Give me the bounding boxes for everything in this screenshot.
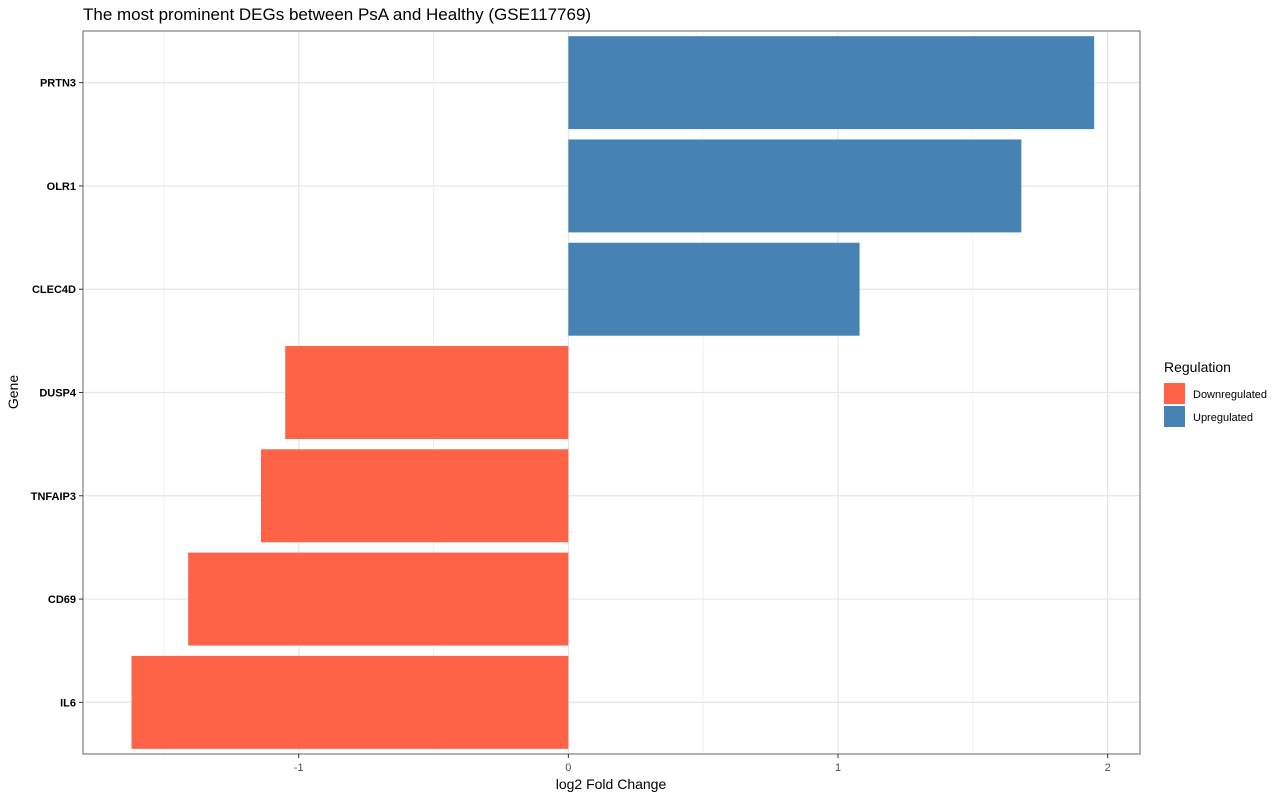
legend-title: Regulation bbox=[1164, 359, 1231, 375]
legend-swatch-downregulated bbox=[1164, 383, 1185, 404]
legend: Regulation Downregulated Upregulated bbox=[1164, 359, 1267, 427]
x-axis-label: log2 Fold Change bbox=[556, 776, 667, 792]
y-tick-label: OLR1 bbox=[47, 181, 76, 193]
y-tick-label: PRTN3 bbox=[40, 78, 76, 90]
y-axis-label: Gene bbox=[5, 375, 21, 409]
bar-il6 bbox=[131, 655, 569, 749]
chart-title: The most prominent DEGs between PsA and … bbox=[83, 5, 591, 24]
bar-prtn3 bbox=[568, 36, 1095, 130]
y-tick-label: DUSP4 bbox=[39, 388, 77, 400]
y-tick-label: CD69 bbox=[48, 594, 76, 606]
bar-dusp4 bbox=[285, 346, 569, 439]
y-tick-label: IL6 bbox=[60, 697, 76, 709]
legend-swatch-upregulated bbox=[1164, 406, 1185, 427]
y-axis: PRTN3 OLR1 CLEC4D DUSP4 TNFAIP3 CD69 IL6 bbox=[31, 78, 83, 709]
x-tick-label: -1 bbox=[294, 762, 304, 774]
x-axis: -1 0 1 2 bbox=[294, 754, 1111, 774]
x-tick-label: 1 bbox=[835, 762, 841, 774]
x-tick-label: 2 bbox=[1105, 762, 1111, 774]
legend-label-downregulated: Downregulated bbox=[1193, 389, 1267, 401]
bar-cd69 bbox=[188, 552, 569, 646]
bar-clec4d bbox=[568, 242, 860, 336]
x-tick-label: 0 bbox=[565, 762, 571, 774]
bar-tnfaip3 bbox=[260, 449, 569, 543]
legend-label-upregulated: Upregulated bbox=[1193, 412, 1253, 424]
y-tick-label: TNFAIP3 bbox=[31, 491, 76, 503]
bar-olr1 bbox=[568, 139, 1022, 233]
y-tick-label: CLEC4D bbox=[32, 284, 76, 296]
bar-layer bbox=[131, 36, 1095, 749]
